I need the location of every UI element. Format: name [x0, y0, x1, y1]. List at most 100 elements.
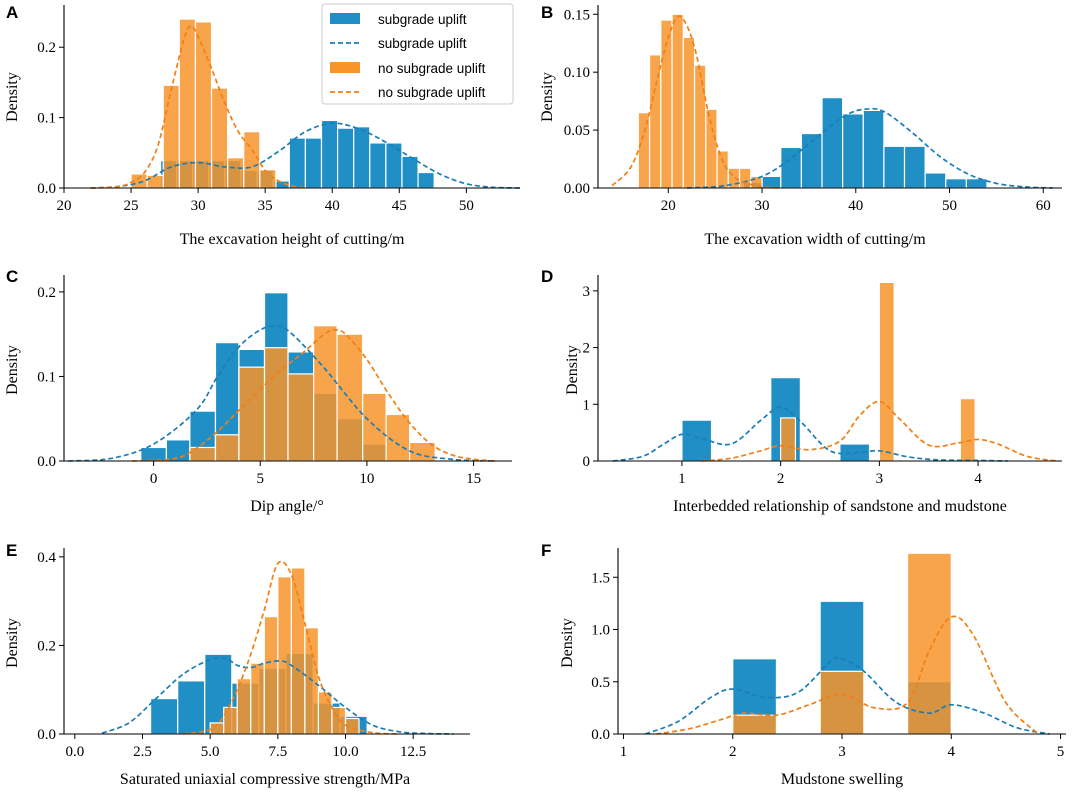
- legend-item: no subgrade uplift: [330, 85, 486, 100]
- legend-swatch-bar: [330, 13, 360, 24]
- hist-bar-no-uplift: [671, 13, 684, 189]
- hist-bar-uplift: [140, 446, 168, 462]
- panel-letter: E: [6, 541, 17, 560]
- x-tick-label: 10.0: [332, 744, 358, 760]
- y-tick-label: 0.4: [37, 550, 56, 566]
- x-tick-label: 0.0: [65, 744, 84, 760]
- hist-bar-no-uplift: [878, 281, 895, 462]
- legend-item: no subgrade uplift: [330, 61, 486, 76]
- hist-bar-no-uplift: [819, 670, 865, 735]
- y-axis-label: Density: [564, 345, 581, 395]
- hist-bar-no-uplift: [194, 21, 213, 189]
- hist-bar-no-uplift: [290, 567, 306, 735]
- legend-item: subgrade uplift: [330, 36, 467, 51]
- kde-line-no-uplift: [701, 400, 1058, 462]
- x-tick-label: 7.5: [268, 744, 287, 760]
- x-tick-label: 30: [191, 198, 206, 214]
- x-axis-label: Interbedded relationship of sandstone an…: [673, 498, 1007, 515]
- hist-bar-no-uplift: [238, 366, 266, 462]
- hist-bar-no-uplift: [637, 112, 651, 189]
- hist-bar-uplift: [903, 145, 926, 189]
- x-tick-label: 1: [620, 744, 628, 760]
- panel-e: E 0.0 2.5 5.0 7.5 10.0 12.5 0.0 0.2 0.4 Saturate…: [4, 541, 470, 788]
- y-tick-label: 0.2: [37, 638, 56, 654]
- legend-label: subgrade uplift: [378, 36, 467, 51]
- panel-a: A 20 25 30 35 40 45 50 0.0 0.1 0.2 The excavation…: [4, 3, 521, 248]
- plot-area: 1 2 3 4 0 1 2 3: [583, 275, 1062, 487]
- y-tick-label: 0.15: [564, 7, 590, 23]
- hist-bar-no-uplift: [313, 325, 338, 462]
- kde-line-uplift: [101, 656, 454, 735]
- x-tick-label: 3: [876, 471, 884, 487]
- hist-bar-no-uplift: [277, 576, 292, 735]
- hist-bar-no-uplift: [336, 333, 364, 462]
- x-axis-label: Saturated uniaxial compressive strength/…: [120, 771, 410, 788]
- panel-f: F 1 2 3 4 5 0.0 0.5 1.0 1.5 Mudstone swelling De…: [541, 541, 1066, 788]
- x-tick-label: 0: [150, 471, 158, 487]
- hist-bar-no-uplift: [250, 662, 265, 735]
- x-tick-label: 20: [661, 198, 676, 214]
- y-tick-label: 0: [583, 454, 591, 470]
- hist-bar-no-uplift: [705, 108, 718, 189]
- legend-label: no subgrade uplift: [378, 61, 486, 76]
- y-axis-label: Density: [4, 345, 21, 395]
- hist-bar-uplift: [177, 680, 206, 735]
- x-tick-label: 5: [257, 471, 265, 487]
- panel-b: B 20 30 40 50 60 0.00 0.05 0.10 0.15 The excavat…: [539, 3, 1062, 248]
- hist-bar-no-uplift: [317, 691, 333, 735]
- hist-bar-uplift: [353, 126, 371, 189]
- y-tick-label: 0.0: [37, 181, 56, 197]
- y-axis-label: Density: [4, 618, 21, 668]
- y-tick-label: 0.2: [37, 285, 56, 301]
- kde-line-uplift: [612, 406, 1008, 462]
- x-tick-label: 40: [325, 198, 340, 214]
- hist-bar-uplift: [924, 172, 947, 189]
- x-tick-label: 50: [459, 198, 474, 214]
- x-tick-label: 50: [942, 198, 957, 214]
- plot-area: 20 25 30 35 40 45 50 0.0 0.1 0.2: [37, 5, 521, 214]
- kde-line-uplift: [90, 122, 521, 189]
- panel-letter: C: [6, 267, 18, 286]
- hist-bar-no-uplift: [263, 616, 279, 735]
- kde-line-uplift: [645, 656, 1050, 735]
- hist-bar-no-uplift: [223, 706, 238, 735]
- panel-letter: B: [541, 3, 553, 22]
- hist-bar-no-uplift: [331, 706, 347, 735]
- plot-area: 1 2 3 4 5 0.0 0.5 1.0 1.5: [591, 548, 1066, 760]
- y-tick-label: 0.5: [591, 675, 610, 691]
- panel-c: C 0 5 10 15 0.0 0.1 0.2 Dip angle/° Density: [4, 267, 512, 515]
- x-axis-label: The excavation width of cutting/m: [704, 231, 926, 248]
- x-tick-label: 45: [392, 198, 407, 214]
- y-tick-label: 0.2: [37, 40, 56, 56]
- legend: subgrade uplift subgrade uplift no subgr…: [321, 3, 514, 105]
- hist-bar-uplift: [965, 178, 988, 189]
- x-tick-label: 4: [974, 471, 982, 487]
- hist-bar-no-uplift: [682, 36, 696, 189]
- hist-bar-uplift: [165, 439, 191, 462]
- hist-bar-uplift: [288, 137, 307, 189]
- panel-letter: D: [541, 267, 553, 286]
- y-tick-label: 0.00: [564, 181, 590, 197]
- x-tick-label: 12.5: [400, 744, 426, 760]
- y-tick-label: 0.05: [564, 123, 590, 139]
- hist-bar-uplift: [883, 145, 906, 189]
- hist-bar-uplift: [369, 142, 387, 189]
- kde-line-no-uplift: [656, 615, 1040, 735]
- x-tick-label: 20: [57, 198, 72, 214]
- x-tick-label: 1: [678, 471, 686, 487]
- y-tick-label: 3: [583, 284, 591, 300]
- x-axis-label: The excavation height of cutting/m: [180, 231, 405, 248]
- x-tick-label: 2: [729, 744, 737, 760]
- kde-line-no-uplift: [182, 560, 400, 735]
- hist-bar-uplift: [761, 175, 782, 189]
- hist-bar-no-uplift: [906, 552, 952, 735]
- hist-bar-uplift: [150, 697, 179, 735]
- x-tick-label: 4: [948, 744, 956, 760]
- kde-line-no-uplift: [611, 15, 781, 189]
- panel-letter: A: [6, 3, 18, 22]
- legend-label: subgrade uplift: [378, 12, 467, 27]
- hist-bar-no-uplift: [959, 398, 976, 462]
- hist-bar-uplift: [780, 146, 803, 189]
- x-tick-label: 5: [1057, 744, 1065, 760]
